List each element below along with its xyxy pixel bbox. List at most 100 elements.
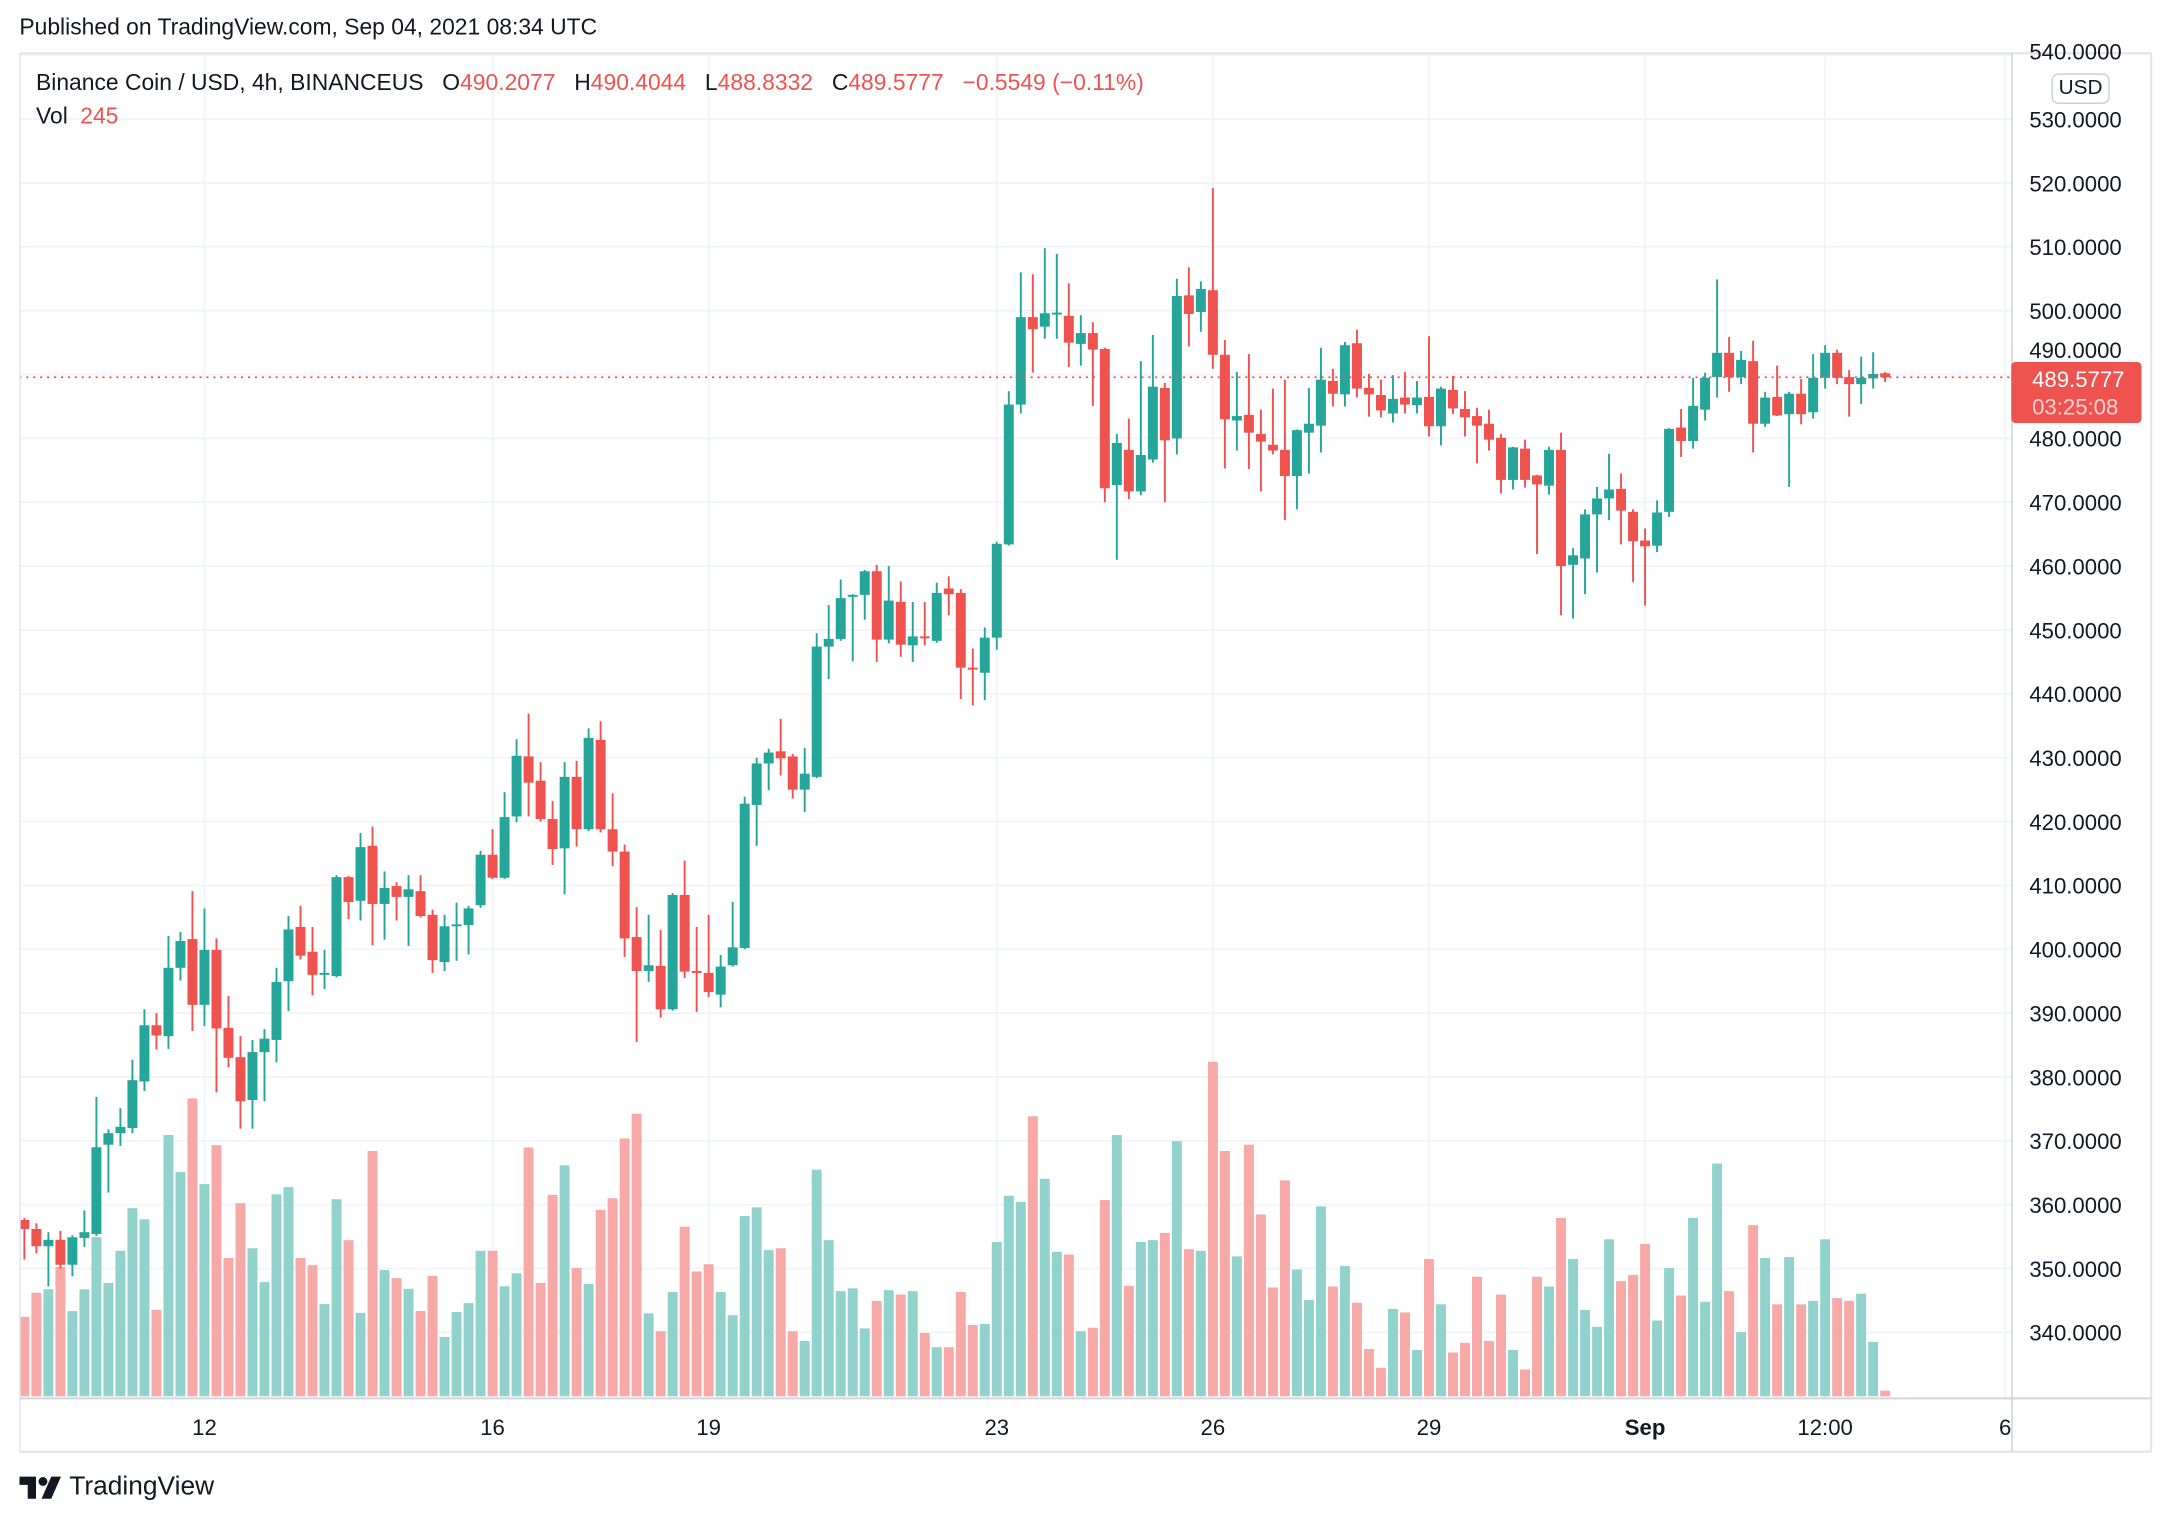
- currency-badge[interactable]: USD: [2051, 73, 2110, 104]
- candle-body: [1363, 387, 1374, 395]
- volume-bar: [655, 1331, 666, 1397]
- volume-bar: [679, 1226, 690, 1397]
- volume-bar: [499, 1286, 510, 1397]
- candle: [1339, 341, 1350, 407]
- candle-body: [343, 877, 354, 903]
- candle-body: [1640, 540, 1651, 547]
- volume-bar: [163, 1134, 174, 1397]
- volume-bar: [247, 1248, 258, 1397]
- candle-wick: [107, 1129, 110, 1193]
- candle: [91, 1096, 102, 1236]
- candle-body: [763, 752, 774, 764]
- price-tick-label: 350.0000: [2029, 1257, 2121, 1282]
- candle: [1003, 391, 1014, 546]
- price-axis[interactable]: 340.0000 350.0000 360.0000 370.0000 380.0000…: [2029, 40, 2121, 1346]
- volume-bar: [1351, 1302, 1362, 1397]
- candle: [283, 916, 294, 1012]
- close-value: 489.5777: [848, 70, 944, 96]
- volume-bar: [1508, 1349, 1518, 1397]
- volume-bar: [511, 1273, 522, 1397]
- candle-body: [1508, 447, 1518, 480]
- close-label: C: [831, 70, 849, 96]
- candle-body: [1111, 442, 1122, 486]
- open-value: 490.2077: [460, 70, 556, 96]
- volume-value: 245: [80, 103, 119, 129]
- candle: [1772, 365, 1783, 417]
- candle: [1640, 528, 1651, 606]
- volume-bar: [931, 1347, 942, 1397]
- candle: [1868, 352, 1879, 389]
- candle-wick: [1055, 253, 1058, 339]
- candle: [763, 748, 774, 791]
- price-tick-label: 360.0000: [2029, 1193, 2121, 1218]
- volume-bar: [703, 1264, 714, 1397]
- candle-wick: [1211, 188, 1214, 369]
- candle-body: [1784, 393, 1795, 415]
- candle: [355, 833, 366, 921]
- candle-body: [1604, 489, 1615, 499]
- candle-body: [187, 939, 198, 1005]
- volume-bar: [1808, 1300, 1819, 1397]
- candle: [1616, 473, 1627, 545]
- candle-body: [1844, 377, 1855, 385]
- candle: [1544, 446, 1555, 495]
- candle-body: [55, 1239, 66, 1265]
- volume-bar: [739, 1216, 750, 1397]
- volume-bar: [151, 1309, 162, 1397]
- candle-wick: [971, 648, 974, 706]
- candle: [1171, 278, 1182, 455]
- price-tick-label: 530.0000: [2029, 107, 2121, 132]
- candle-wick: [23, 1218, 26, 1260]
- volume-bar: [43, 1289, 54, 1397]
- candle-body: [1736, 359, 1747, 378]
- candle-body: [1255, 433, 1266, 442]
- volume-bar: [523, 1147, 534, 1397]
- candle-wick: [1776, 365, 1779, 417]
- candle-body: [679, 894, 690, 972]
- candle-body: [751, 763, 762, 805]
- candle-body: [1460, 409, 1470, 418]
- volume-bar: [1664, 1267, 1675, 1397]
- volume-bar: [919, 1333, 930, 1397]
- candle-body: [1075, 333, 1086, 344]
- candle-wick: [1596, 486, 1599, 573]
- candle-body: [1423, 396, 1434, 427]
- time-tick-label: 29: [1417, 1415, 1442, 1440]
- candle: [1315, 347, 1326, 453]
- volume-bar: [1447, 1352, 1458, 1397]
- candle: [523, 713, 534, 817]
- price-tick-label: 430.0000: [2029, 746, 2121, 771]
- volume-bar: [1159, 1232, 1170, 1397]
- price-tick-label: 450.0000: [2029, 618, 2121, 643]
- candle: [1724, 336, 1735, 392]
- candle: [163, 935, 174, 1049]
- candle-body: [787, 756, 798, 790]
- volume-bar: [1736, 1332, 1747, 1397]
- candle: [1063, 283, 1074, 367]
- candle-body: [31, 1228, 42, 1247]
- symbol-title[interactable]: Binance Coin / USD, 4h, BINANCEUS: [36, 70, 424, 96]
- candle-body: [103, 1133, 114, 1145]
- time-axis[interactable]: 12 16 19 23 26 29 Sep 12:00 6: [192, 1415, 2011, 1440]
- volume-bar: [1760, 1257, 1771, 1397]
- candle-body: [1051, 312, 1062, 315]
- volume-bar: [115, 1250, 126, 1397]
- time-tick-label: Sep: [1625, 1415, 1666, 1440]
- volume-bar: [211, 1145, 222, 1397]
- volume-bar: [1003, 1195, 1014, 1397]
- volume-bar: [1640, 1243, 1651, 1397]
- candle: [1748, 340, 1759, 453]
- candle-body: [1195, 288, 1206, 312]
- volume-bar: [967, 1324, 978, 1397]
- time-tick-label: 16: [480, 1415, 505, 1440]
- candle-body: [1411, 397, 1422, 406]
- candle: [1832, 349, 1843, 385]
- candle: [1880, 371, 1891, 383]
- candle-wick: [1476, 407, 1478, 464]
- volume-bar: [1279, 1180, 1290, 1397]
- candle: [1099, 347, 1110, 503]
- footer-brand[interactable]: TradingView: [19, 1472, 214, 1502]
- candle: [1075, 315, 1086, 366]
- candle-body: [79, 1232, 90, 1238]
